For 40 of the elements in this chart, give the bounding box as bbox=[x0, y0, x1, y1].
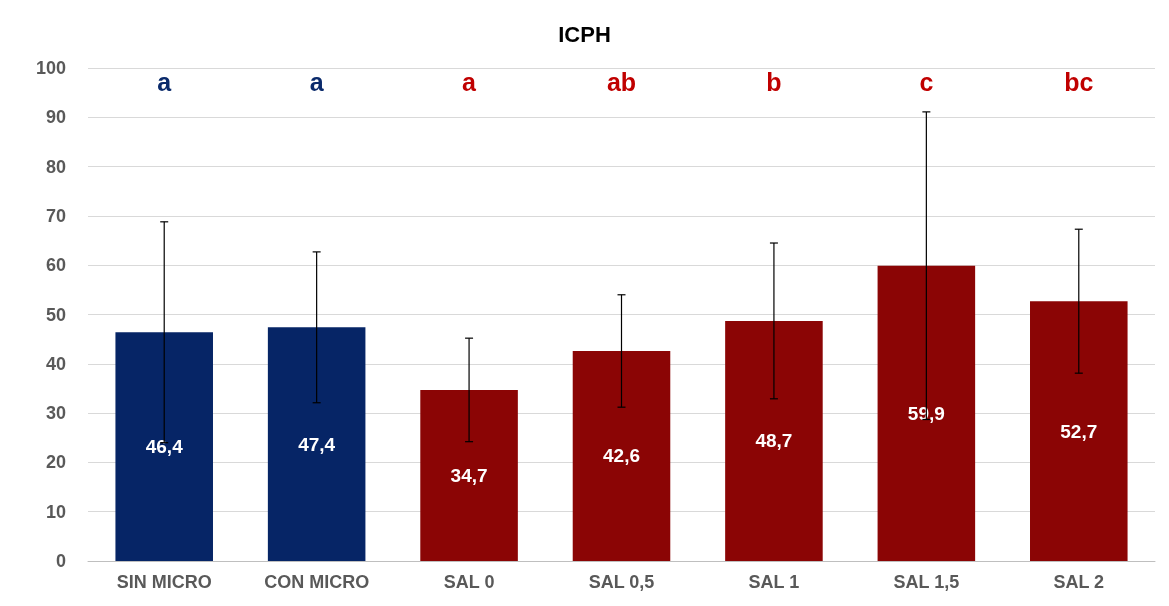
bar bbox=[420, 389, 518, 561]
annotation: a bbox=[462, 68, 478, 96]
x-tick-label: SAL 1,5 bbox=[893, 572, 960, 592]
data-label: 59,9 bbox=[907, 402, 945, 424]
data-label: 34,7 bbox=[450, 464, 488, 486]
bar bbox=[1030, 301, 1128, 561]
data-label: 42,6 bbox=[603, 445, 640, 467]
data-label: 52,7 bbox=[1060, 420, 1098, 442]
y-tick-label: 20 bbox=[45, 452, 66, 473]
x-tick-label: SAL 1 bbox=[748, 572, 800, 592]
annotation: a bbox=[309, 68, 325, 96]
x-tick-label: SAL 0 bbox=[443, 572, 495, 592]
y-tick-label: 60 bbox=[45, 255, 66, 276]
y-tick-label: 10 bbox=[45, 501, 66, 522]
y-tick-label: 100 bbox=[35, 58, 66, 78]
bar bbox=[877, 265, 976, 561]
data-label: 48,7 bbox=[755, 430, 793, 452]
bar bbox=[725, 320, 823, 561]
annotation: b bbox=[766, 68, 782, 96]
data-label: 46,4 bbox=[145, 436, 184, 458]
x-tick-label: SAL 2 bbox=[1053, 572, 1105, 592]
y-tick-label: 40 bbox=[45, 353, 66, 374]
y-tick-label: 0 bbox=[55, 551, 66, 571]
y-tick-label: 70 bbox=[45, 205, 66, 226]
bar bbox=[572, 350, 671, 561]
x-tick-label: CON MICRO bbox=[264, 572, 370, 592]
annotation: bc bbox=[1064, 68, 1094, 96]
annotation: c bbox=[919, 68, 934, 96]
y-tick-label: 30 bbox=[45, 403, 66, 424]
y-tick-label: 90 bbox=[45, 107, 66, 128]
x-tick-label: SAL 0,5 bbox=[588, 572, 655, 592]
y-tick-label: 50 bbox=[45, 304, 66, 325]
annotation: a bbox=[157, 68, 173, 96]
y-tick-label: 80 bbox=[45, 156, 66, 177]
bar bbox=[267, 327, 366, 561]
data-label: 47,4 bbox=[298, 433, 336, 455]
chart-title: ICPH bbox=[558, 21, 611, 47]
x-tick-label: SIN MICRO bbox=[116, 572, 212, 592]
annotation: ab bbox=[606, 68, 637, 96]
bar bbox=[115, 332, 213, 561]
